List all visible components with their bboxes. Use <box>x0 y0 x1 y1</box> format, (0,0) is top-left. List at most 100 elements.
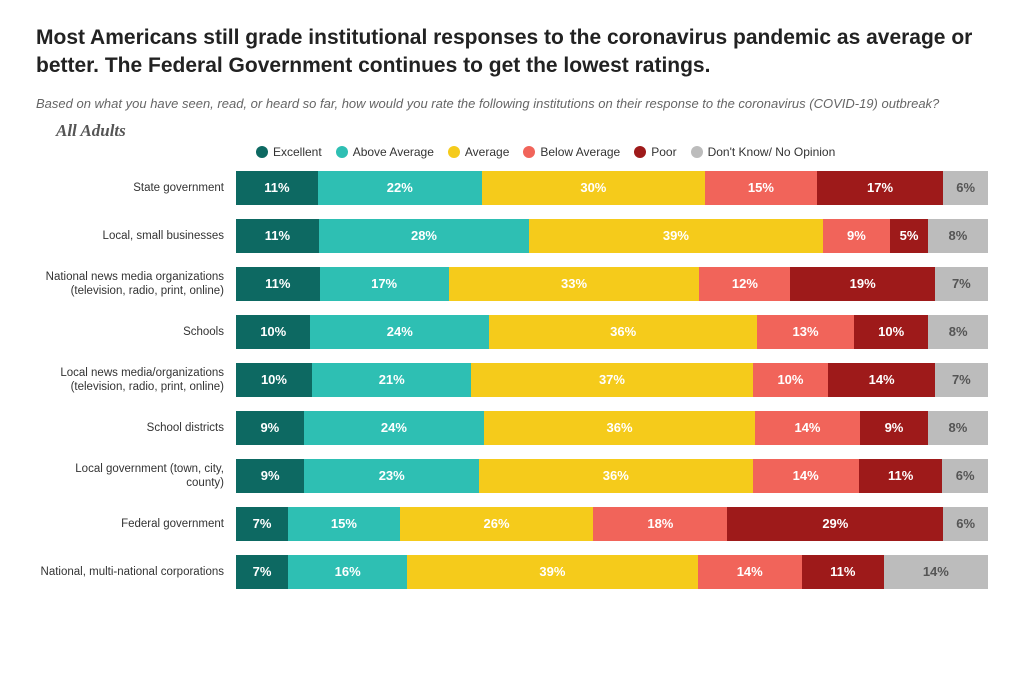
bar-segment: 29% <box>727 507 943 541</box>
bar-segment: 36% <box>484 411 755 445</box>
bar-segment: 11% <box>236 171 318 205</box>
legend-label: Excellent <box>273 145 322 159</box>
bar-segment: 30% <box>482 171 705 205</box>
bar-segment: 10% <box>236 315 310 349</box>
legend-swatch <box>691 146 703 158</box>
bar-segment: 15% <box>288 507 400 541</box>
row-label: National, multi-national corporations <box>36 565 236 579</box>
bar-segment: 26% <box>400 507 594 541</box>
bar: 9%24%36%14%9%8% <box>236 411 988 445</box>
bar-segment: 11% <box>236 219 319 253</box>
bar-segment: 6% <box>942 459 988 493</box>
bar-segment: 9% <box>860 411 928 445</box>
bar-segment: 9% <box>236 411 304 445</box>
bar-segment: 37% <box>471 363 752 397</box>
bar-segment: 24% <box>310 315 489 349</box>
bar-segment: 6% <box>943 171 988 205</box>
legend-swatch <box>336 146 348 158</box>
bar-segment: 13% <box>757 315 854 349</box>
bar-segment: 11% <box>802 555 884 589</box>
row-label: Local government (town, city, county) <box>36 462 236 491</box>
chart-subtitle: Based on what you have seen, read, or he… <box>36 95 988 113</box>
bar-segment: 9% <box>823 219 891 253</box>
bar-segment: 14% <box>698 555 802 589</box>
bar-segment: 21% <box>312 363 472 397</box>
bar-segment: 33% <box>449 267 700 301</box>
bar: 11%22%30%15%17%6% <box>236 171 988 205</box>
bar-segment: 14% <box>828 363 934 397</box>
bar-segment: 14% <box>884 555 988 589</box>
row-label: Local, small businesses <box>36 229 236 243</box>
row-label: Local news media/organizations (televisi… <box>36 366 236 395</box>
chart-row: Federal government7%15%26%18%29%6% <box>36 507 988 541</box>
bar-segment: 23% <box>304 459 479 493</box>
bar-segment: 14% <box>755 411 860 445</box>
bar: 7%16%39%14%11%14% <box>236 555 988 589</box>
bar-segment: 22% <box>318 171 482 205</box>
row-label: School districts <box>36 421 236 435</box>
bar-segment: 17% <box>320 267 449 301</box>
legend: Excellent Above Average Average Below Avera… <box>256 145 988 159</box>
chart-row: Local government (town, city, county)9%2… <box>36 459 988 493</box>
chart-row: School districts9%24%36%14%9%8% <box>36 411 988 445</box>
legend-label: Poor <box>651 145 676 159</box>
legend-item: Excellent <box>256 145 322 159</box>
chart-title: Most Americans still grade institutional… <box>36 24 988 81</box>
row-label: Schools <box>36 325 236 339</box>
legend-swatch <box>448 146 460 158</box>
bar-segment: 11% <box>236 267 320 301</box>
bar: 9%23%36%14%11%6% <box>236 459 988 493</box>
bar-segment: 6% <box>943 507 988 541</box>
bar-segment: 8% <box>928 219 988 253</box>
chart-row: Local, small businesses11%28%39%9%5%8% <box>36 219 988 253</box>
bar-segment: 10% <box>236 363 312 397</box>
bar-segment: 8% <box>928 315 988 349</box>
bar-segment: 11% <box>859 459 943 493</box>
bar: 10%24%36%13%10%8% <box>236 315 988 349</box>
bar: 10%21%37%10%14%7% <box>236 363 988 397</box>
row-label: Federal government <box>36 517 236 531</box>
bar-segment: 8% <box>928 411 988 445</box>
bar-segment: 10% <box>854 315 928 349</box>
group-label: All Adults <box>56 121 988 141</box>
legend-item: Below Average <box>523 145 620 159</box>
bar: 11%28%39%9%5%8% <box>236 219 988 253</box>
stacked-bar-chart: State government11%22%30%15%17%6%Local, … <box>36 171 988 589</box>
bar-segment: 7% <box>935 267 988 301</box>
bar-segment: 7% <box>236 507 288 541</box>
legend-item: Don't Know/ No Opinion <box>691 145 836 159</box>
bar-segment: 28% <box>319 219 530 253</box>
chart-row: Local news media/organizations (televisi… <box>36 363 988 397</box>
legend-item: Average <box>448 145 509 159</box>
row-label: State government <box>36 181 236 195</box>
bar-segment: 36% <box>489 315 757 349</box>
bar-segment: 19% <box>790 267 934 301</box>
row-label: National news media organizations (telev… <box>36 270 236 299</box>
legend-swatch <box>256 146 268 158</box>
legend-label: Below Average <box>540 145 620 159</box>
bar: 7%15%26%18%29%6% <box>236 507 988 541</box>
bar: 11%17%33%12%19%7% <box>236 267 988 301</box>
legend-item: Poor <box>634 145 676 159</box>
bar-segment: 16% <box>288 555 407 589</box>
bar-segment: 10% <box>753 363 829 397</box>
bar-segment: 36% <box>479 459 752 493</box>
bar-segment: 14% <box>753 459 859 493</box>
bar-segment: 17% <box>817 171 944 205</box>
legend-label: Above Average <box>353 145 434 159</box>
chart-row: National, multi-national corporations7%1… <box>36 555 988 589</box>
chart-row: State government11%22%30%15%17%6% <box>36 171 988 205</box>
bar-segment: 7% <box>935 363 988 397</box>
bar-segment: 18% <box>593 507 727 541</box>
bar-segment: 9% <box>236 459 304 493</box>
bar-segment: 15% <box>705 171 817 205</box>
chart-row: National news media organizations (telev… <box>36 267 988 301</box>
bar-segment: 24% <box>304 411 484 445</box>
chart-row: Schools10%24%36%13%10%8% <box>36 315 988 349</box>
bar-segment: 39% <box>407 555 697 589</box>
legend-swatch <box>634 146 646 158</box>
bar-segment: 7% <box>236 555 288 589</box>
legend-swatch <box>523 146 535 158</box>
legend-label: Don't Know/ No Opinion <box>708 145 836 159</box>
bar-segment: 12% <box>699 267 790 301</box>
